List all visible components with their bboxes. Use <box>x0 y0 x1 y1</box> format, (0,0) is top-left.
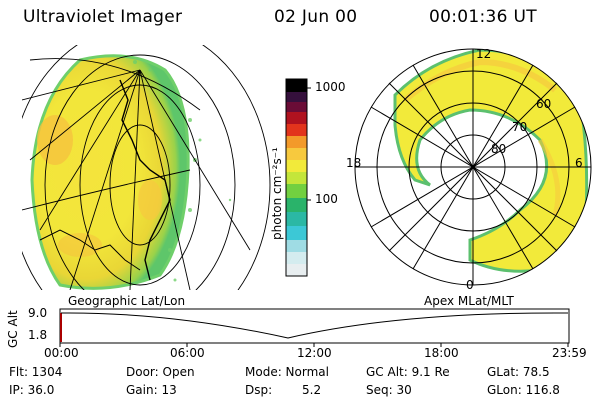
colorbar-tick-100: 100 <box>315 192 338 206</box>
status-ip: IP: 36.0 <box>9 383 55 397</box>
mlt-label-12: 12 <box>476 47 492 61</box>
right-panel-caption: Apex MLat/MLT <box>424 294 514 308</box>
altitude-xtick-1200: 12:00 <box>297 346 332 360</box>
colorbar-unit-label: photon cm⁻²s⁻¹ <box>270 147 284 240</box>
status-dsp-value: 5.2 <box>302 383 322 397</box>
app-title: Ultraviolet Imager <box>23 7 183 27</box>
colorbar-tick-1000: 1000 <box>315 80 346 94</box>
status-mode: Mode: Normal <box>245 365 329 379</box>
left-panel-caption: Geographic Lat/Lon <box>68 294 186 308</box>
altitude-plot <box>59 308 570 347</box>
status-flt: Flt: 1304 <box>9 365 63 379</box>
altitude-ytick-9: 9.0 <box>28 306 48 320</box>
altitude-ylabel: GC Alt <box>6 310 20 348</box>
mlt-label-6: 6 <box>575 156 583 170</box>
colorbar <box>285 78 311 277</box>
mlat-label-80: 80 <box>491 142 507 156</box>
status-glon: GLon: 116.8 <box>487 383 560 397</box>
polar-plot <box>354 48 592 286</box>
altitude-ytick-1-8: 1.8 <box>28 328 48 342</box>
altitude-xtick-1800: 18:00 <box>424 346 459 360</box>
mlt-label-18: 18 <box>346 156 362 170</box>
mlat-label-60: 60 <box>536 97 552 111</box>
status-seq: Seq: 30 <box>366 383 412 397</box>
mlt-label-0: 0 <box>466 278 474 292</box>
altitude-xtick-2359: 23:59 <box>552 346 587 360</box>
coastline <box>119 79 171 281</box>
dayglow-disk <box>30 54 190 290</box>
date-label: 02 Jun 00 <box>274 7 358 27</box>
time-label: 00:01:36 UT <box>429 7 537 27</box>
altitude-xtick-0000: 00:00 <box>44 346 79 360</box>
status-glat: GLat: 78.5 <box>487 365 550 379</box>
altitude-curve <box>60 312 569 339</box>
status-gc-alt: GC Alt: 9.1 Re <box>366 365 450 379</box>
mlat-label-70: 70 <box>512 120 528 134</box>
altitude-xtick-0600: 06:00 <box>170 346 205 360</box>
status-door: Door: Open <box>126 365 195 379</box>
lat-lon-grid <box>22 45 271 290</box>
status-gain: Gain: 13 <box>126 383 177 397</box>
status-dsp-label: Dsp: <box>245 383 273 397</box>
